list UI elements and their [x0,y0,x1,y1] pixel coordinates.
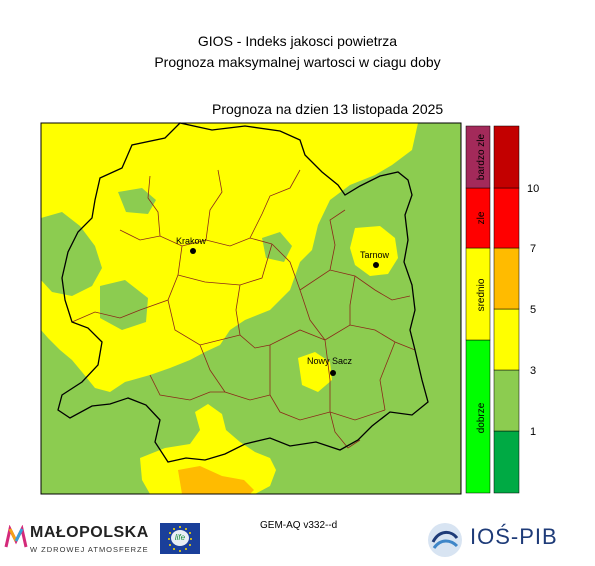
category-zle-label: zle [476,211,487,224]
moderate-area-tarnow [350,226,398,276]
life-badge: life [171,530,189,546]
city-tarnow: Tarnow [360,250,390,268]
colorbar-band-3 [493,308,520,371]
category-bardzo-zle-label: bardzo zle [476,133,487,180]
category-srednio-swatch [465,247,491,341]
city-krakow-marker [190,248,196,254]
city-krakow-label: Krakow [176,236,207,246]
colorbar-band-5 [493,187,520,249]
ios-pib-word: IOŚ-PIB [470,524,558,549]
county-boundaries [71,169,416,449]
city-tarnow-marker [373,262,379,268]
colorbar-tick-5: 5 [530,304,536,316]
colorbar-tick-1: 1 [530,426,536,438]
colorbar: 1 3 5 7 10 [493,125,539,494]
colorbar-tick-3: 3 [530,365,536,377]
category-dobrze-swatch [465,339,491,494]
colorbar-band-6 [493,125,520,189]
map-subtitle: Prognoza maksymalnej wartosci w ciagu do… [154,54,441,70]
colorbar-band-4 [493,247,520,310]
colorbar-band-1 [493,430,520,494]
voivodeship-border [57,122,429,463]
ios-pib-logo: IOŚ-PIB [425,520,575,560]
city-nowysacz: Nowy Sacz [307,356,353,376]
category-dobrze-label: dobrze [476,402,487,433]
sufficient-area [178,466,254,494]
moderate-area-nowysacz [298,352,332,392]
category-srednio-label: srednio [476,278,487,311]
colorbar-tick-7: 7 [530,243,536,255]
model-version: GEM-AQ v332--d [260,520,338,531]
moderate-area-south [140,404,276,494]
good-patches [41,188,292,330]
malopolska-logo: MAŁOPOLSKA W ZDROWEJ ATMOSFERZE [4,521,154,561]
category-zle-swatch [465,187,491,249]
map-frame [40,122,462,495]
ios-pib-globe-icon [428,523,462,557]
colorbar-tick-10: 10 [527,183,539,195]
colorbar-band-2 [493,369,520,432]
category-legend: dobrze srednio zle bardzo zle [465,125,491,494]
map-title: GIOS - Indeks jakosci powietrza [197,33,398,49]
malopolska-tagline: W ZDROWEJ ATMOSFERZE [30,545,149,554]
malopolska-m-icon [4,525,28,548]
eu-life-logo: life [160,523,200,554]
city-nowysacz-marker [330,370,336,376]
forecast-date: Prognoza na dzien 13 listopada 2025 [212,101,444,117]
eu-stars-icon [168,526,192,552]
category-bardzo-zle-swatch [465,125,491,189]
city-krakow: Krakow [176,236,207,254]
city-nowysacz-label: Nowy Sacz [307,356,353,366]
malopolska-word: MAŁOPOLSKA [30,524,149,541]
city-tarnow-label: Tarnow [360,250,390,260]
